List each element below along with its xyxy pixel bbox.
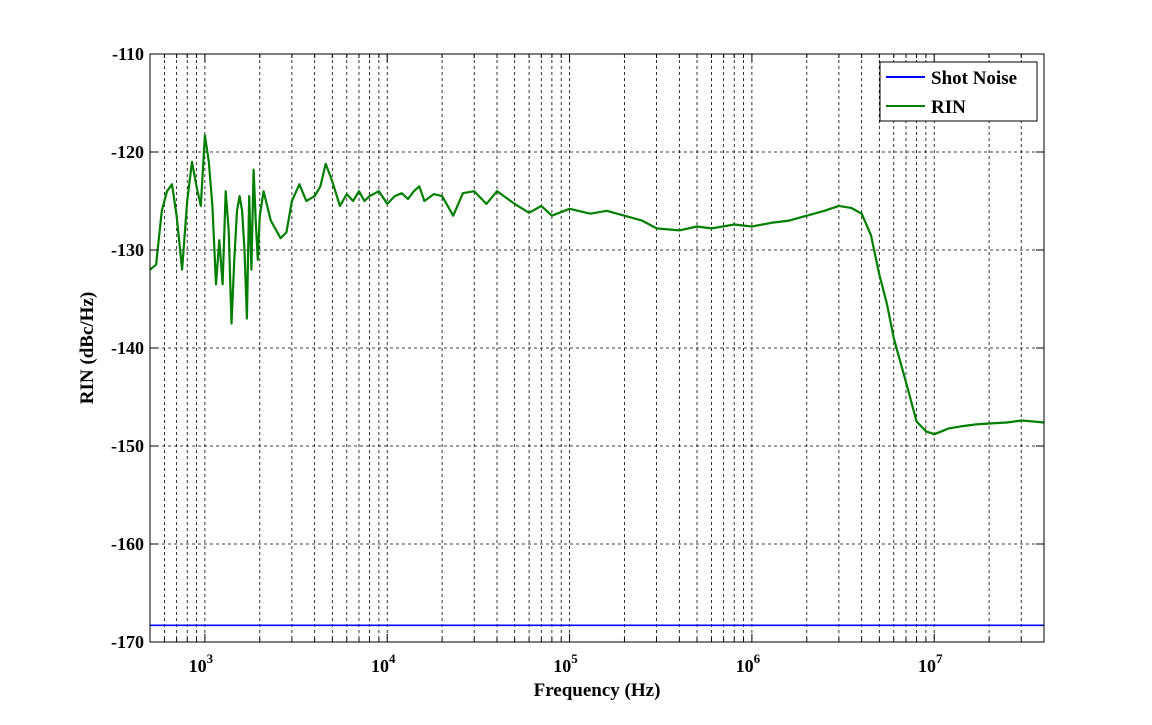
y-tick-label: -170	[111, 632, 144, 652]
x-tick-label: 107	[918, 651, 943, 676]
y-axis-label: RIN (dBc/Hz)	[77, 292, 98, 404]
y-tick-label: -120	[111, 142, 144, 162]
y-tick-label: -160	[111, 534, 144, 554]
legend-label-shot-noise: Shot Noise	[931, 68, 1017, 89]
x-tick-labels: 103 104 105 106 107	[189, 651, 943, 676]
x-tick-label: 103	[189, 651, 214, 676]
ticks	[150, 53, 1044, 643]
x-tick-label: 106	[736, 651, 761, 676]
legend-box	[879, 61, 1038, 122]
x-tick-label: 105	[553, 651, 578, 676]
x-axis-label: Frequency (Hz)	[534, 680, 661, 701]
x-tick-label: 104	[371, 651, 396, 676]
y-tick-label: -150	[111, 436, 144, 456]
y-tick-label: -130	[111, 240, 144, 260]
y-tick-label: -110	[112, 44, 144, 64]
y-tick-label: -140	[111, 338, 144, 358]
series-layer	[149, 134, 1045, 627]
y-tick-labels: -110 -120 -130 -140 -150 -160 -170	[111, 44, 144, 652]
legend-label-rin: RIN	[931, 97, 966, 118]
legend: Shot Noise RIN	[879, 61, 1038, 122]
series-rin	[149, 134, 1045, 436]
grid	[150, 54, 1044, 642]
